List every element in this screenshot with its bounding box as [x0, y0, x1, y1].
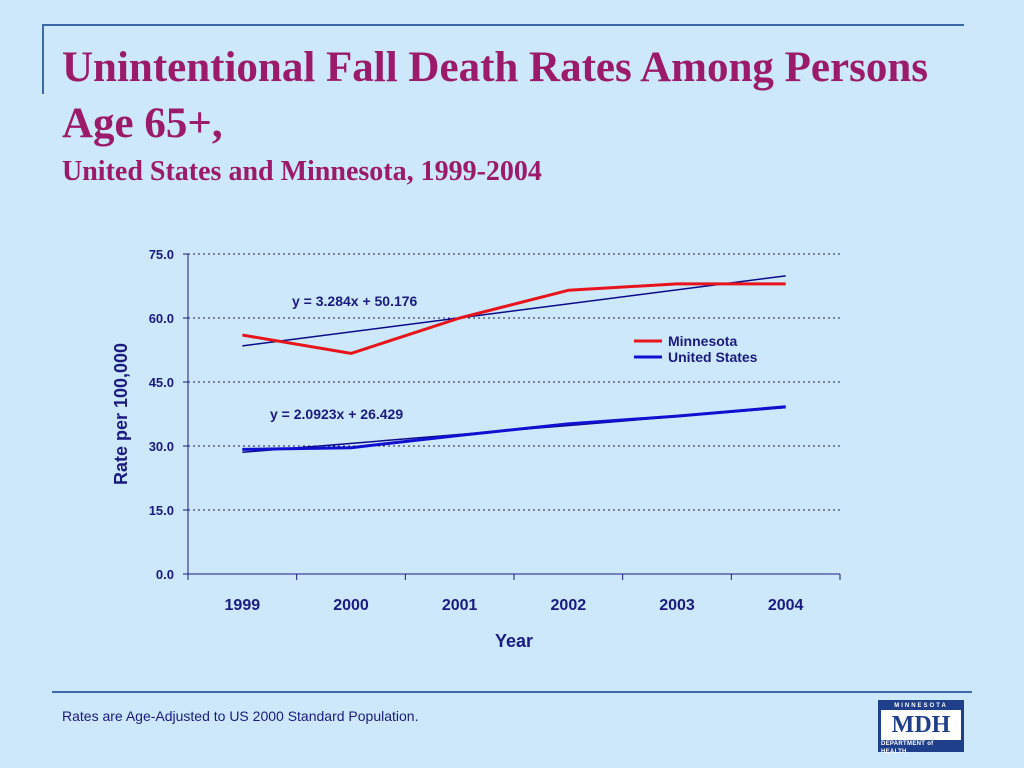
- y-tick-label: 0.0: [156, 567, 174, 582]
- x-axis-title: Year: [495, 631, 533, 651]
- logo-top-text: MINNESOTA: [894, 703, 948, 709]
- logo-main-text: MDH: [881, 710, 961, 740]
- trendline-equation: y = 3.284x + 50.176: [292, 293, 418, 309]
- top-rule-vertical: [42, 24, 44, 94]
- y-tick-label: 75.0: [149, 247, 174, 262]
- top-rule: [42, 24, 964, 26]
- trendline: [242, 275, 786, 347]
- series-line-united-states: [242, 405, 786, 451]
- y-tick-label: 60.0: [149, 311, 174, 326]
- trendline-equation: y = 2.0923x + 26.429: [270, 406, 403, 422]
- mdh-logo: MINNESOTA MDH DEPARTMENT of HEALTH: [878, 700, 964, 755]
- logo-bottom-text: DEPARTMENT of HEALTH: [881, 741, 934, 755]
- series-line-minnesota: [242, 282, 786, 355]
- x-tick-label: 2004: [768, 597, 804, 614]
- y-axis-title: Rate per 100,000: [111, 343, 131, 485]
- slide-subtitle: United States and Minnesota, 1999-2004: [62, 156, 542, 187]
- footnote: Rates are Age-Adjusted to US 2000 Standa…: [62, 708, 419, 724]
- y-tick-label: 45.0: [149, 375, 174, 390]
- x-tick-label: 1999: [225, 597, 261, 614]
- y-tick-label: 15.0: [149, 503, 174, 518]
- legend-label: United States: [668, 349, 758, 365]
- legend-label: Minnesota: [668, 333, 737, 349]
- y-tick-label: 30.0: [149, 439, 174, 454]
- x-tick-label: 2001: [442, 597, 478, 614]
- bottom-rule: [52, 691, 972, 693]
- slide-title: Unintentional Fall Death Rates Among Per…: [62, 44, 928, 147]
- x-tick-label: 2003: [659, 597, 695, 614]
- x-tick-label: 2002: [551, 597, 587, 614]
- x-tick-label: 2000: [333, 597, 369, 614]
